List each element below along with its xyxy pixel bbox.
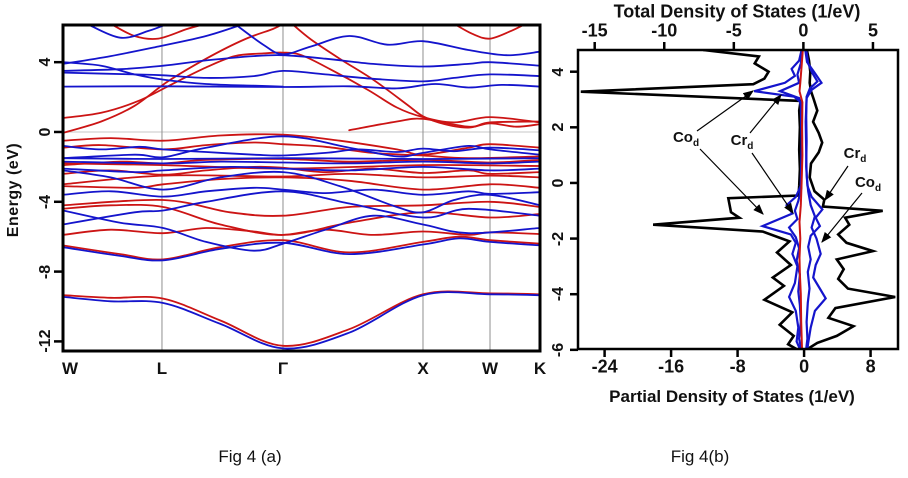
band-line-down [63,160,540,165]
band-line-down [63,157,540,160]
annotation-arrow [699,148,764,215]
band-line-down [87,25,168,39]
dos-curve-crd-minority [777,50,804,349]
band-line-down [63,291,540,350]
dos-curve-cod-majority [804,50,828,349]
band-line-up [63,162,540,170]
band-line-down [63,165,540,174]
band-line-down [63,135,540,160]
band-line-down [63,190,540,226]
annotation-arrow [749,94,782,134]
band-line-down [63,237,540,262]
band-line-down [63,83,540,90]
band-line-down [63,209,540,252]
dos-curve-sp-states [798,50,804,349]
band-line-down [63,169,540,214]
band-line-up [292,25,540,129]
annotation-arrow [751,152,794,214]
band-line-down [234,25,540,57]
dos-curve-crd-majority [805,50,824,349]
annotation-arrow [696,90,754,132]
band-line-up [63,290,540,347]
dos-curve-cod-minority [753,50,803,349]
band-line-up [63,25,283,134]
annotation-arrow [824,165,849,201]
band-line-up [111,25,206,40]
band-line-down [63,61,284,88]
band-line-down [63,25,244,65]
band-line-up [63,235,540,261]
annotation-arrow [821,192,863,243]
band-line-down [63,54,540,72]
band-line-up [63,172,540,186]
band-panel-frame [61,23,542,353]
dos-curve-tdos-minority [580,50,803,349]
band-line-up [454,25,526,40]
dos-curve-tdos-majority [805,50,896,349]
band-line-down [63,145,540,157]
band-line-up [63,198,540,217]
band-line-down [63,186,540,198]
band-line-up [63,141,540,160]
band-line-down [63,69,540,83]
band-line-up [63,227,540,236]
band-line-up [348,117,540,132]
